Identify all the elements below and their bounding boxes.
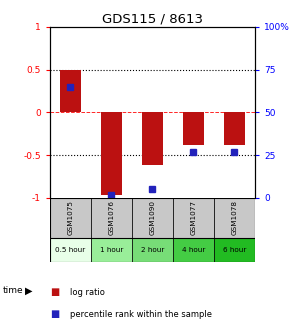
Title: GDS115 / 8613: GDS115 / 8613 bbox=[102, 13, 203, 26]
Text: ■: ■ bbox=[50, 287, 59, 297]
Bar bbox=[50, 238, 91, 262]
Text: 0.5 hour: 0.5 hour bbox=[55, 247, 86, 253]
Text: 4 hour: 4 hour bbox=[182, 247, 205, 253]
Text: GSM1078: GSM1078 bbox=[231, 200, 237, 236]
Bar bbox=[50, 198, 91, 238]
Text: GSM1077: GSM1077 bbox=[190, 200, 196, 236]
Bar bbox=[214, 198, 255, 238]
Bar bbox=[173, 238, 214, 262]
Bar bbox=[91, 198, 132, 238]
Bar bbox=[132, 238, 173, 262]
Text: log ratio: log ratio bbox=[70, 288, 105, 297]
Text: GSM1090: GSM1090 bbox=[149, 200, 155, 236]
Bar bbox=[101, 113, 122, 195]
Text: GSM1075: GSM1075 bbox=[67, 200, 73, 236]
Bar bbox=[60, 70, 81, 113]
Bar bbox=[132, 198, 173, 238]
Text: time: time bbox=[3, 286, 23, 295]
Bar bbox=[224, 113, 245, 145]
Text: 1 hour: 1 hour bbox=[100, 247, 123, 253]
Bar bbox=[91, 238, 132, 262]
Text: percentile rank within the sample: percentile rank within the sample bbox=[70, 310, 212, 319]
Text: 2 hour: 2 hour bbox=[141, 247, 164, 253]
Text: ■: ■ bbox=[50, 309, 59, 319]
Bar bbox=[173, 198, 214, 238]
Bar bbox=[142, 113, 163, 165]
Bar bbox=[214, 238, 255, 262]
Text: ▶: ▶ bbox=[25, 286, 33, 296]
Text: 6 hour: 6 hour bbox=[223, 247, 246, 253]
Bar bbox=[183, 113, 204, 145]
Text: GSM1076: GSM1076 bbox=[108, 200, 114, 236]
